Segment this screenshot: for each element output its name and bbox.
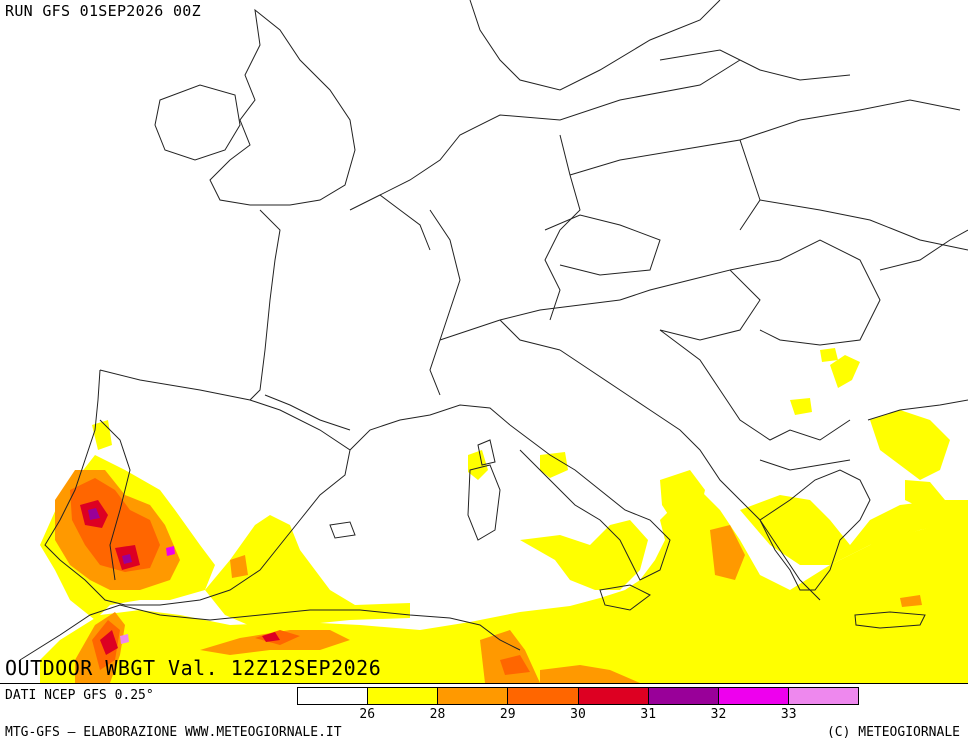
coast-corsica <box>477 439 496 466</box>
border-benelux <box>379 194 431 251</box>
coast-sardinia <box>467 464 501 541</box>
border-greece-north <box>759 459 851 471</box>
coast-italy <box>509 424 671 581</box>
field-libya-darkorange <box>500 655 530 675</box>
coast-greece <box>759 469 871 591</box>
coast-ireland <box>154 84 241 161</box>
legend-tick-26: 26 <box>359 707 376 722</box>
coast-balearics <box>329 521 356 539</box>
color-legend <box>297 687 859 705</box>
field-iberia-purple-2 <box>122 554 132 564</box>
border-france-spain <box>264 394 351 431</box>
field-france-south-yellow <box>540 452 568 478</box>
data-source-label: DATI NCEP GFS 0.25° <box>5 688 154 703</box>
coast-turkey <box>867 399 968 421</box>
border-austria-hungary <box>619 269 761 341</box>
coast-sicily <box>599 584 651 611</box>
legend-swatch-2 <box>438 688 509 704</box>
run-label: RUN GFS 01SEP2026 00Z <box>5 2 201 20</box>
coast-north-africa <box>19 604 521 661</box>
border-portugal-spain <box>99 419 131 581</box>
map-bottom-rule <box>0 683 968 684</box>
legend-tick-28: 28 <box>429 707 446 722</box>
field-spain-east-yellow <box>205 515 410 630</box>
coastlines <box>19 0 968 661</box>
border-czech <box>544 214 661 276</box>
legend-swatch-5 <box>648 688 719 704</box>
footer-copyright: (C) METEOGIORNALE <box>826 725 960 740</box>
coast-crete <box>854 611 926 629</box>
field-sardinia-yellow <box>468 450 488 480</box>
legend-swatch-0 <box>298 688 369 704</box>
legend-swatch-6 <box>718 688 789 704</box>
legend-tick-31: 31 <box>640 707 657 722</box>
coast-biscay <box>249 209 281 401</box>
footer-credit: MTG-GFS — ELABORAZIONE WWW.METEOGIORNALE… <box>5 725 342 740</box>
field-portugal-coast-yellow <box>92 420 112 450</box>
europe-wbgt-map <box>19 0 968 683</box>
field-bulgaria-yellow <box>830 355 860 388</box>
field-ionian-orange <box>710 525 745 580</box>
legend-tick-29: 29 <box>499 707 516 722</box>
coast-north-sea <box>349 59 741 211</box>
coast-scandinavia <box>469 0 721 91</box>
wbgt-field <box>40 348 968 683</box>
legend-swatch-4 <box>578 688 649 704</box>
border-balkans <box>659 329 851 441</box>
field-spain-east-orange <box>230 555 248 578</box>
field-iberia-purple <box>88 508 100 520</box>
border-baltics <box>659 49 851 81</box>
legend-swatch-1 <box>368 688 439 704</box>
border-france-germany <box>429 209 461 396</box>
field-gibraltar-red <box>100 630 118 655</box>
legend-tick-30: 30 <box>570 707 586 722</box>
field-italy-south-yellow <box>520 520 648 590</box>
border-belarus-ukraine <box>739 99 961 141</box>
field-iberia-magenta <box>166 546 175 556</box>
field-greek-isles-yellow <box>905 480 945 510</box>
field-south-orange <box>540 665 640 683</box>
field-maghreb-red <box>262 632 280 642</box>
legend-tick-32: 32 <box>710 707 727 722</box>
coast-british-isles <box>209 8 356 206</box>
field-romania-yellow <box>820 348 838 362</box>
legend-swatch-7 <box>788 688 858 704</box>
border-ukraine-south <box>759 199 968 251</box>
country-borders <box>99 49 968 581</box>
border-italy-north <box>499 319 561 351</box>
coast-france-med <box>349 404 511 451</box>
field-crete-orange <box>900 595 922 607</box>
legend-swatch-3 <box>508 688 579 704</box>
field-gibraltar-magenta <box>120 634 129 644</box>
border-alps <box>439 299 621 341</box>
field-turkey-yellow <box>870 410 950 480</box>
coast-iberia <box>44 369 351 606</box>
coast-adriatic <box>559 349 821 601</box>
field-aegean-yellow <box>790 398 812 415</box>
field-iberia-darkorange <box>70 478 160 572</box>
field-calabria-yellow <box>660 470 705 525</box>
coast-black-sea <box>879 229 968 271</box>
border-romania <box>729 239 881 346</box>
product-label: OUTDOOR WBGT Val. 12Z12SEP2026 <box>5 656 382 680</box>
legend-tick-33: 33 <box>780 707 797 722</box>
border-poland <box>569 139 761 231</box>
field-balkans-yellow <box>740 495 968 565</box>
